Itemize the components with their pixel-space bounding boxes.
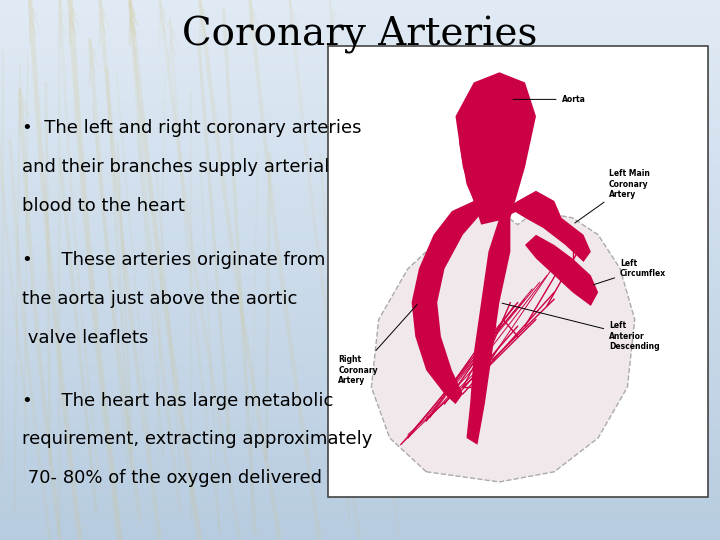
Polygon shape	[372, 211, 635, 482]
Polygon shape	[412, 201, 488, 404]
Text: requirement, extracting approximately: requirement, extracting approximately	[22, 430, 372, 448]
Text: 70- 80% of the oxygen delivered: 70- 80% of the oxygen delivered	[22, 469, 322, 487]
Text: the aorta just above the aortic: the aorta just above the aortic	[22, 290, 297, 308]
Bar	[328, 46, 708, 497]
Text: Left
Anterior
Descending: Left Anterior Descending	[502, 303, 660, 351]
Text: •     The heart has large metabolic: • The heart has large metabolic	[22, 392, 333, 409]
Text: Left Main
Coronary
Artery: Left Main Coronary Artery	[575, 169, 650, 223]
Text: blood to the heart: blood to the heart	[22, 197, 184, 214]
Text: Left
Circumflex: Left Circumflex	[593, 259, 666, 285]
Polygon shape	[525, 235, 598, 306]
Text: Aorta: Aorta	[513, 95, 585, 104]
Text: •     These arteries originate from: • These arteries originate from	[22, 251, 325, 269]
Polygon shape	[467, 218, 510, 445]
Text: •  The left and right coronary arteries: • The left and right coronary arteries	[22, 119, 361, 137]
Polygon shape	[459, 83, 562, 225]
Text: and their branches supply arterial: and their branches supply arterial	[22, 158, 329, 176]
Polygon shape	[456, 72, 536, 225]
Text: Right
Coronary
Artery: Right Coronary Artery	[338, 305, 417, 385]
Text: valve leaflets: valve leaflets	[22, 329, 148, 347]
Polygon shape	[514, 201, 591, 262]
Text: Coronary Arteries: Coronary Arteries	[182, 16, 538, 54]
